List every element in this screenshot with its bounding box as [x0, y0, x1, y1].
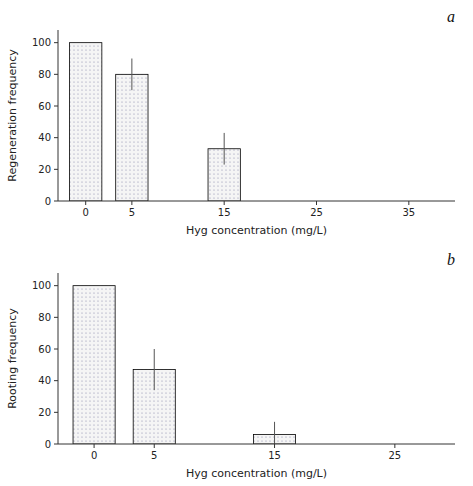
panel: 0 5 15 25 35 0 20 40 60 80 100 Hyg concentration (m…	[6, 8, 455, 237]
x-tick-label: 35	[402, 207, 415, 218]
x-axis-label: Hyg concentration (mg/L)	[186, 467, 327, 480]
x-tick	[224, 201, 225, 205]
x-tick-label: 25	[310, 207, 323, 218]
y-tick	[54, 444, 58, 445]
y-tick	[54, 317, 58, 318]
x-tick	[394, 444, 395, 448]
x-tick	[316, 201, 317, 205]
bar	[73, 286, 115, 444]
y-tick-label: 100	[32, 37, 51, 48]
panel-label: a	[447, 8, 455, 25]
y-tick	[54, 285, 58, 286]
x-tick-label: 15	[218, 207, 231, 218]
y-axis-label: Regeneration frequency	[6, 49, 19, 182]
panel: 0 5 15 25 0 20 40 60 80 100 Hyg concentration (mg/…	[6, 251, 455, 480]
x-axis-line	[58, 201, 455, 202]
x-tick	[85, 201, 86, 205]
x-axis-label: Hyg concentration (mg/L)	[186, 224, 327, 237]
y-tick	[54, 74, 58, 75]
y-tick	[54, 380, 58, 381]
y-tick-label: 40	[38, 375, 51, 386]
chart-container: 0 5 15 25 35 0 20 40 60 80 100 Hyg concentration (m…	[0, 0, 473, 486]
y-axis-label: Rooting frequency	[6, 308, 19, 409]
plot-area	[70, 43, 241, 201]
panel-label: b	[447, 251, 455, 268]
y-tick-label: 0	[45, 439, 51, 450]
y-tick	[54, 106, 58, 107]
y-tick-label: 60	[38, 344, 51, 355]
y-tick-label: 80	[38, 312, 51, 323]
bar	[70, 43, 102, 201]
x-tick-label: 15	[268, 450, 281, 461]
x-tick	[94, 444, 95, 448]
x-tick-label: 25	[388, 450, 401, 461]
x-tick-label: 0	[83, 207, 89, 218]
y-tick-label: 100	[32, 280, 51, 291]
y-tick	[54, 201, 58, 202]
y-axis-line	[58, 30, 59, 201]
bar	[116, 74, 148, 201]
y-tick-label: 20	[38, 407, 51, 418]
chart-svg: 0 5 15 25 35 0 20 40 60 80 100 Hyg concentration (m…	[0, 0, 473, 486]
y-tick	[54, 169, 58, 170]
x-tick-label: 5	[129, 207, 135, 218]
y-tick-label: 40	[38, 132, 51, 143]
y-tick	[54, 412, 58, 413]
y-tick-label: 0	[45, 196, 51, 207]
x-tick	[274, 444, 275, 448]
x-tick	[131, 201, 132, 205]
error-bar	[274, 422, 275, 444]
y-tick-label: 60	[38, 101, 51, 112]
x-tick	[154, 444, 155, 448]
y-tick-label: 80	[38, 69, 51, 80]
plot-area	[73, 286, 296, 444]
x-tick	[408, 201, 409, 205]
y-tick	[54, 349, 58, 350]
x-tick-label: 0	[91, 450, 97, 461]
error-bar	[131, 59, 132, 91]
x-tick-label: 5	[151, 450, 157, 461]
y-tick-label: 20	[38, 164, 51, 175]
error-bar	[224, 133, 225, 165]
error-bar	[154, 349, 155, 390]
y-axis-line	[58, 273, 59, 444]
y-tick	[54, 42, 58, 43]
y-tick	[54, 137, 58, 138]
x-axis-line	[58, 444, 455, 445]
